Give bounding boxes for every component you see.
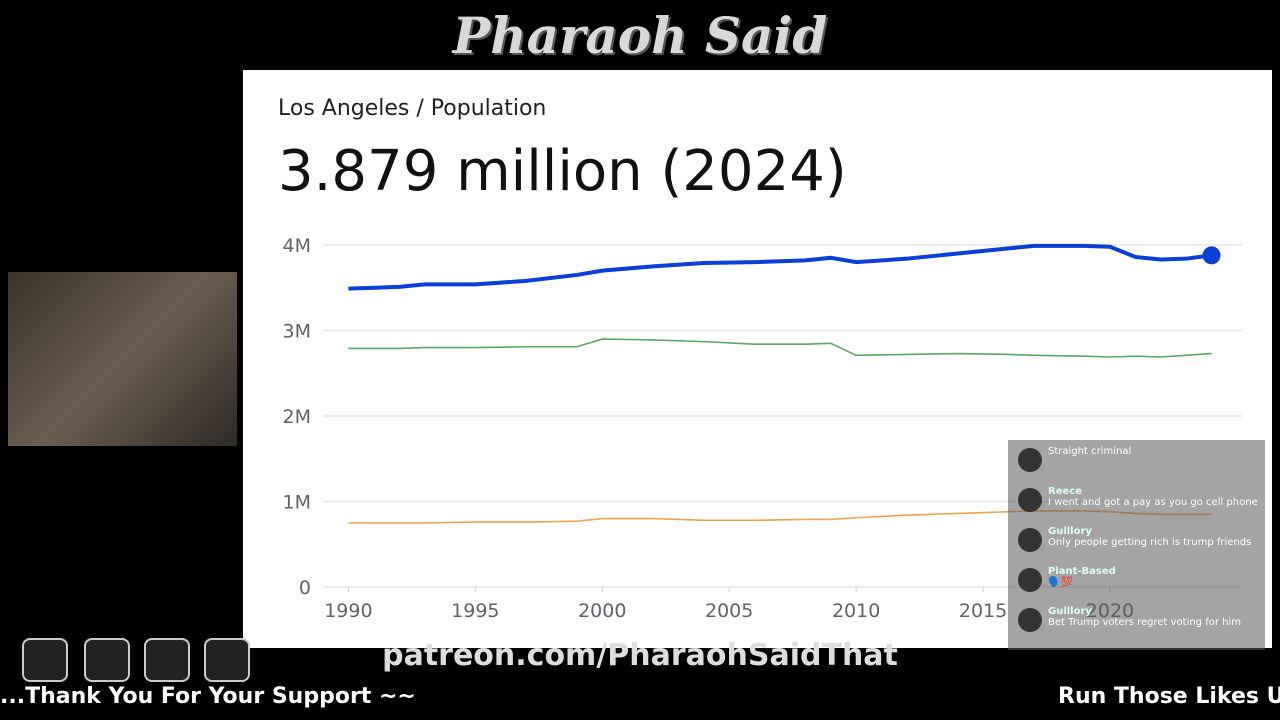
y-tick-label: 1M (283, 492, 311, 514)
avatar (1018, 448, 1042, 472)
chat-message: Guillory Bet Trump voters regret voting f… (1008, 606, 1265, 640)
ticker-left: ...Thank You For Your Support ~~ (0, 684, 416, 709)
webcam (8, 272, 237, 446)
patreon-link: patreon.com/PharaohSaidThat (382, 638, 898, 673)
chat-message: Straight criminal (1008, 446, 1265, 480)
x-tick-label: 2000 (578, 600, 626, 622)
chat-text: I went and got a pay as you go cell phon… (1048, 497, 1258, 508)
end-point (1202, 246, 1221, 265)
chat-panel: Straight criminal Reece I went and got a p… (1008, 440, 1265, 650)
x-icon[interactable] (84, 638, 130, 682)
chat-text: Bet Trump voters regret voting for him (1048, 617, 1241, 628)
y-tick-label: 4M (283, 235, 311, 257)
x-tick-label: 2015 (959, 600, 1007, 622)
facebook-icon[interactable] (22, 638, 68, 682)
chat-text: Straight criminal (1048, 446, 1132, 457)
chat-message: Reece I went and got a pay as you go cell… (1008, 486, 1265, 520)
x-tick-label: 2005 (705, 600, 753, 622)
chat-name: Plant-Based (1048, 566, 1116, 577)
chat-message: Guillory Only people getting rich is trum… (1008, 526, 1265, 560)
y-tick-label: 3M (283, 321, 311, 343)
x-tick-label: 1990 (324, 600, 372, 622)
series-line (348, 338, 1212, 358)
ticker-right: Run Those Likes U (1058, 684, 1280, 709)
chat-name: Guillory (1048, 526, 1092, 537)
headline: 3.879 million (2024) (278, 139, 847, 204)
series-line (348, 243, 1212, 291)
x-tick-label: 1995 (451, 600, 499, 622)
instagram-icon[interactable] (204, 638, 250, 682)
chat-text: Only people getting rich is trump friend… (1048, 537, 1252, 548)
chat-name: Guillory (1048, 606, 1092, 617)
chat-message: Plant-Based 🗣️💯 (1008, 566, 1265, 600)
avatar (1018, 528, 1042, 552)
chart: Los Angeles / Population 3.879 million (… (278, 96, 1242, 622)
chat-name: Reece (1048, 486, 1082, 497)
y-tick-label: 2M (283, 406, 311, 428)
x-tick-label: 2010 (832, 600, 880, 622)
tiktok-icon[interactable] (144, 638, 190, 682)
avatar (1018, 488, 1042, 512)
chart-title: Los Angeles / Population (278, 96, 546, 121)
avatar (1018, 568, 1042, 592)
y-tick-label: 0 (299, 577, 311, 599)
avatar (1018, 608, 1042, 632)
chat-text: 🗣️💯 (1048, 577, 1073, 588)
